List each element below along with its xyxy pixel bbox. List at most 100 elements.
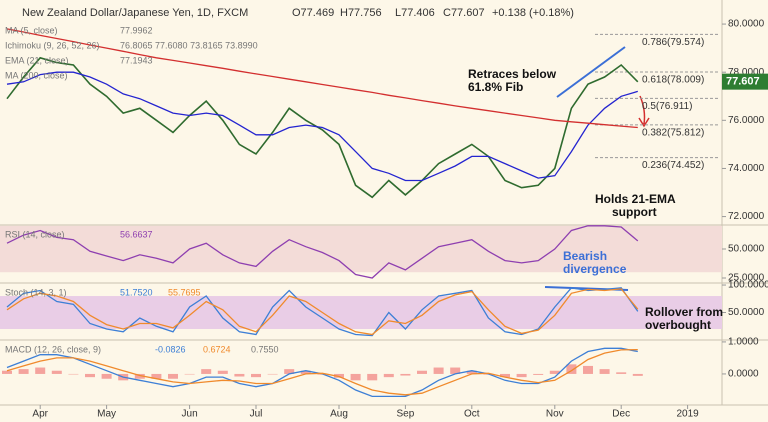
histogram-bar <box>450 367 461 374</box>
histogram-bar <box>383 373 394 378</box>
indicator-value: -0.0826 <box>155 344 186 354</box>
histogram-bar <box>566 364 577 374</box>
y-tick-label: 72.0000 <box>728 211 765 222</box>
series-line <box>6 71 638 182</box>
annotation: Bearish <box>563 249 607 263</box>
x-tick-label: Jul <box>250 409 263 420</box>
histogram-bar <box>549 370 560 374</box>
histogram-bar <box>632 373 643 376</box>
histogram-bar <box>134 373 145 379</box>
histogram-bar <box>2 370 12 374</box>
ohlc-value: O77.469 <box>292 7 334 19</box>
indicator-legend: Ichimoku (9, 26, 52, 26) <box>5 40 100 50</box>
indicator-legend: MA (200, close) <box>5 70 68 80</box>
histogram-bar <box>151 373 162 379</box>
ohlc-value: C77.607 <box>443 7 485 19</box>
fib-label: 0.236(74.452) <box>642 160 704 171</box>
histogram-bar <box>616 372 627 374</box>
histogram-bar <box>300 370 311 374</box>
histogram-bar <box>184 373 195 375</box>
band <box>0 296 722 330</box>
histogram-bar <box>284 369 295 374</box>
annotation: 61.8% Fib <box>468 80 523 94</box>
panel-borders <box>0 0 768 406</box>
y-tick-label: 76.0000 <box>728 115 765 126</box>
histogram-bar <box>35 367 46 374</box>
indicator-value: 0.7550 <box>251 344 279 354</box>
x-tick-label: Sep <box>397 409 415 420</box>
histogram-bar <box>68 373 79 375</box>
indicator-value: 51.7520 <box>120 287 153 297</box>
ohlc-value: +0.138 (+0.18%) <box>492 7 574 19</box>
histogram-bar <box>533 373 544 375</box>
last-price-tag <box>722 73 768 90</box>
annotation: Retraces below <box>468 67 557 81</box>
histogram-bar <box>51 370 62 374</box>
histogram-bar <box>599 369 610 374</box>
series-line <box>6 348 638 396</box>
annotation: overbought <box>645 318 711 332</box>
y-tick-label: 25.0000 <box>728 273 765 284</box>
indicator-value: 55.7695 <box>168 287 201 297</box>
indicator-label: Stoch (14, 3, 1) <box>5 287 67 297</box>
histogram-bar <box>85 373 95 378</box>
x-tick-label: 2019 <box>676 409 699 420</box>
x-tick-label: May <box>97 409 116 420</box>
histogram-bar <box>101 373 112 379</box>
y-tick-label: 50.0000 <box>728 307 765 318</box>
x-tick-label: Apr <box>32 409 48 420</box>
series-line <box>6 288 639 336</box>
fib-label: 0.786(79.574) <box>642 37 704 48</box>
trend-line <box>556 46 626 98</box>
ohlc-value: H77.756 <box>340 7 382 19</box>
y-tick-label: 80.0000 <box>728 19 765 30</box>
histogram-bar <box>433 367 444 374</box>
last-price-label: 77.607 <box>726 76 760 88</box>
histogram-bar <box>18 369 29 374</box>
histogram-bar <box>234 373 245 377</box>
fib-label: 0.5(76.911) <box>642 101 692 112</box>
x-tick-label: Aug <box>330 409 348 420</box>
histogram-bar <box>201 369 212 374</box>
histogram-bar <box>267 373 278 375</box>
indicator-legend-value: 77.9962 <box>120 25 153 35</box>
indicator-value: 0.6724 <box>203 344 231 354</box>
indicator-value: 56.6637 <box>120 229 153 239</box>
ohlc-value: L77.406 <box>395 7 435 19</box>
y-tick-label: 74.0000 <box>728 163 765 174</box>
annotation: divergence <box>563 262 627 276</box>
histogram-bar <box>217 370 228 374</box>
series-line <box>6 56 639 199</box>
y-tick-label: 78.0000 <box>728 67 765 78</box>
annotation: Holds 21-EMA <box>595 192 676 206</box>
histogram-bar <box>400 373 411 376</box>
chart-title: New Zealand Dollar/Japanese Yen, 1D, FXC… <box>22 7 248 19</box>
x-tick-label: Nov <box>546 409 564 420</box>
histogram-bar <box>516 373 527 378</box>
y-tick-label: 0.0000 <box>728 369 759 380</box>
indicator-legend: EMA (21, close) <box>5 55 69 65</box>
x-tick-label: Oct <box>464 409 480 420</box>
series-line <box>6 28 638 129</box>
fib-label: 0.382(75.812) <box>642 127 704 138</box>
annotation: Rollover from <box>645 305 723 319</box>
histogram-bar <box>350 373 361 381</box>
histogram-bar <box>583 365 593 374</box>
indicator-label: MACD (12, 26, close, 9) <box>5 344 101 354</box>
indicator-label: RSI (14, close) <box>5 229 65 239</box>
histogram-bar <box>500 373 510 378</box>
annotation: support <box>612 205 657 219</box>
y-tick-label: 1.0000 <box>728 337 759 348</box>
series-line <box>6 225 639 279</box>
x-tick-label: Dec <box>612 409 630 420</box>
fib-label: 0.618(78.009) <box>642 75 704 86</box>
indicator-legend-value: 77.1943 <box>120 55 153 65</box>
histogram-bar <box>466 370 477 374</box>
band <box>0 225 722 273</box>
histogram-bar <box>367 373 378 381</box>
indicator-legend-value: 76.8065 77.6080 73.8165 73.8990 <box>120 40 258 50</box>
y-tick-label: 50.0000 <box>728 244 765 255</box>
histogram-bar <box>168 373 178 379</box>
